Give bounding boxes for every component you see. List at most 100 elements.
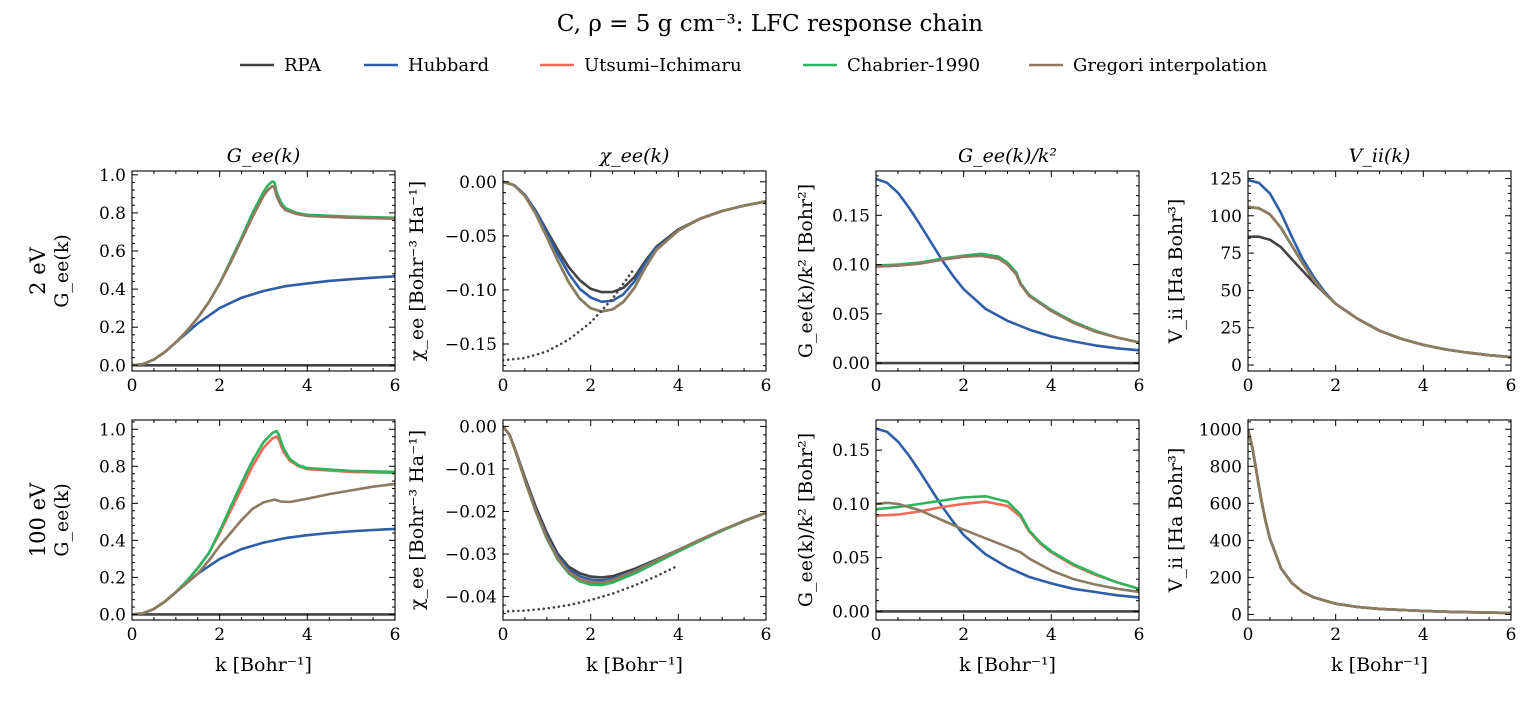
series-group xyxy=(132,429,395,616)
series-group xyxy=(1248,178,1511,359)
x-tick-label: 4 xyxy=(673,625,684,645)
y-tick-label: 125 xyxy=(1210,169,1242,189)
x-tick-label: 6 xyxy=(1134,376,1145,396)
y-tick-label: −0.02 xyxy=(445,502,497,522)
series-line-chabrier-1990 xyxy=(132,180,395,367)
x-tick-label: 0 xyxy=(127,625,138,645)
legend-label: Gregori interpolation xyxy=(1073,55,1268,76)
x-tick-label: 4 xyxy=(1418,376,1429,396)
x-tick-label: 0 xyxy=(1243,625,1254,645)
panels: 0 2 4 60.00.20.40.60.81.0G_ee(k)G_ee(k)2 eV… xyxy=(26,145,1516,676)
y-tick-label: 0.8 xyxy=(99,204,126,224)
x-tick-label: 2 xyxy=(1330,625,1341,645)
series-group xyxy=(876,177,1139,365)
series-group xyxy=(876,427,1139,613)
y-axis-label: G_ee(k)/k² [Bohr²] xyxy=(795,433,817,607)
legend-item: Gregori interpolation xyxy=(1029,55,1268,76)
series-line-hubbard xyxy=(876,427,1139,599)
y-tick-label: 400 xyxy=(1210,531,1242,551)
y-tick-label: 0.6 xyxy=(99,242,126,262)
panel-title: χ_ee(k) xyxy=(598,145,670,167)
y-tick-label: 0.15 xyxy=(832,441,870,461)
series-group xyxy=(132,180,395,367)
series-line-hubbard xyxy=(876,177,1139,352)
y-tick-label: 1.0 xyxy=(99,166,126,186)
y-tick-label: 0.05 xyxy=(832,305,870,325)
x-axis-label: k [Bohr⁻¹] xyxy=(586,654,683,676)
y-tick-label: 25 xyxy=(1220,319,1242,339)
legend-item: Hubbard xyxy=(364,55,489,76)
y-tick-label: 0.8 xyxy=(99,457,126,477)
series-line-hubbard xyxy=(132,527,395,616)
series-line-utsumi-ichimaru xyxy=(503,180,766,313)
y-axis-label: χ_ee [Bohr⁻³ Ha⁻¹] xyxy=(406,181,428,361)
series-line-hubbard xyxy=(503,425,766,582)
x-tick-label: 2 xyxy=(1330,376,1341,396)
x-tick-label: 0 xyxy=(871,376,882,396)
y-tick-label: 0.10 xyxy=(832,495,870,515)
series-line-utsumi-ichimaru xyxy=(1248,428,1511,615)
y-tick-label: 0.2 xyxy=(99,318,126,338)
x-tick-label: 2 xyxy=(958,625,969,645)
y-axis-label: χ_ee [Bohr⁻³ Ha⁻¹] xyxy=(406,430,428,610)
x-tick-label: 4 xyxy=(1046,625,1057,645)
y-axis-label: G_ee(k) xyxy=(51,483,73,557)
panel-r0-c3: 0 2 4 6 0 25 50 75 100 125 V_ii(k) V_ii [Ha Bohr³] xyxy=(1165,145,1516,396)
y-tick-label: 0.6 xyxy=(99,494,126,514)
y-tick-label: 75 xyxy=(1220,244,1242,264)
series-group xyxy=(1248,428,1511,615)
row-label: 100 eV xyxy=(26,482,50,557)
x-tick-label: 6 xyxy=(1506,625,1517,645)
series-line-gregori-interpolation xyxy=(876,501,1139,594)
series-line-chabrier-1990 xyxy=(503,425,766,587)
y-tick-label: 800 xyxy=(1210,457,1242,477)
y-tick-label: −0.04 xyxy=(445,588,497,608)
x-tick-label: 6 xyxy=(1506,376,1517,396)
axes-frame xyxy=(1247,170,1512,372)
series-line-gregori-interpolation xyxy=(876,254,1139,344)
series-group xyxy=(503,180,766,362)
panel-r0-c1: 0 2 4 6 0.00 −0.05 −0.10 −0.15 χ_ee(k) χ_ee [Bohr… xyxy=(406,145,771,396)
panel-title: G_ee(k)/k² xyxy=(958,145,1057,167)
y-tick-label: −0.15 xyxy=(445,335,497,355)
x-tick-label: 2 xyxy=(958,376,969,396)
row-label: 2 eV xyxy=(26,246,50,294)
y-tick-label: 0 xyxy=(1231,356,1242,376)
y-tick-label: 100 xyxy=(1210,207,1242,227)
y-tick-label: 0.4 xyxy=(99,280,126,300)
x-tick-label: 2 xyxy=(585,625,596,645)
x-tick-label: 4 xyxy=(1046,376,1057,396)
y-tick-label: 600 xyxy=(1210,494,1242,514)
x-tick-label: 0 xyxy=(871,625,882,645)
x-axis-label: k [Bohr⁻¹] xyxy=(959,654,1056,676)
panel-title: V_ii(k) xyxy=(1349,145,1411,167)
legend-item: Utsumi–Ichimaru xyxy=(540,55,742,76)
x-tick-label: 6 xyxy=(390,376,401,396)
series-line-chabrier-1990 xyxy=(132,429,395,616)
y-tick-label: 0.2 xyxy=(99,568,126,588)
y-tick-label: 0.15 xyxy=(832,206,870,226)
y-tick-label: 0.0 xyxy=(99,356,126,376)
y-tick-label: 200 xyxy=(1210,568,1242,588)
y-tick-label: −0.05 xyxy=(445,227,497,247)
series-line-utsumi-ichimaru xyxy=(132,184,395,367)
panel-r1-c2: 0 2 4 6 0.00 0.05 0.10 0.15 G_ee(k)/k² [Bohr²] k … xyxy=(795,419,1144,676)
y-tick-label: 0.00 xyxy=(459,417,497,437)
y-tick-label: 0.05 xyxy=(832,549,870,569)
axes-frame xyxy=(502,170,767,372)
panel-r1-c3: 0 2 4 6 0 200 400 600 800 1000 V_ii [Ha Bohr³] k [B… xyxy=(1165,419,1517,676)
series-line-utsumi-ichimaru xyxy=(876,254,1139,344)
y-axis-label: G_ee(k) xyxy=(51,234,73,308)
x-tick-label: 4 xyxy=(302,625,313,645)
series-line-gregori-interpolation xyxy=(503,180,766,313)
y-axis-label: V_ii [Ha Bohr³] xyxy=(1165,448,1187,594)
y-tick-label: 50 xyxy=(1220,281,1242,301)
axes-frame xyxy=(875,170,1140,372)
axes-frame xyxy=(875,419,1140,621)
x-tick-label: 4 xyxy=(302,376,313,396)
series-line-dotted xyxy=(503,564,680,613)
x-tick-label: 4 xyxy=(673,376,684,396)
series-line-gregori-interpolation xyxy=(132,184,395,367)
panel-r1-c1: 0 2 4 6 0.00 −0.01 −0.02 −0.03 −0.04 χ_ee [Bohr⁻³… xyxy=(406,417,771,676)
